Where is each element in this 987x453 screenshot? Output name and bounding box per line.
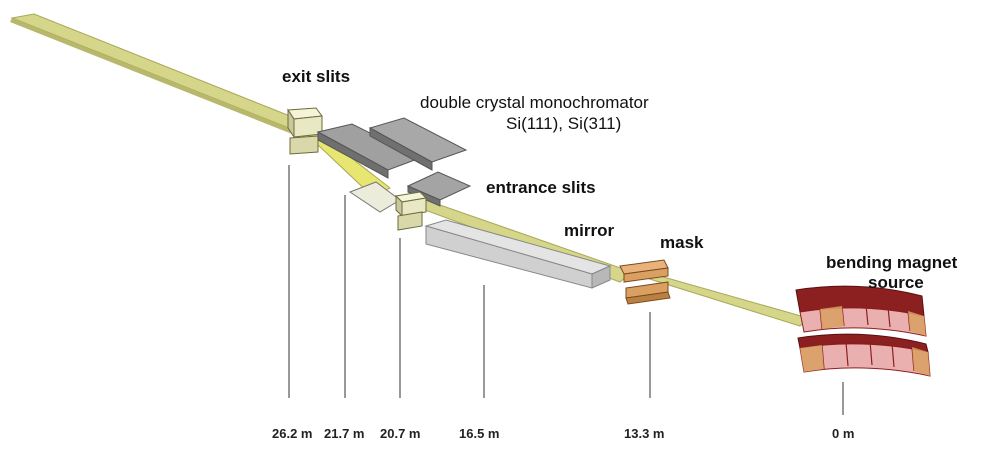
label-monochromator-2: Si(111), Si(311) — [506, 114, 621, 133]
bending-magnet-upper — [795, 285, 927, 337]
beam-upstream — [10, 13, 301, 131]
entrance-slits — [394, 191, 428, 231]
label-monochromator-1: double crystal monochromator — [420, 93, 649, 112]
label-entrance-slits: entrance slits — [486, 178, 596, 197]
label-mask: mask — [660, 233, 704, 252]
mono-base — [348, 181, 401, 213]
label-mirror: mirror — [564, 221, 614, 240]
label-exit-slits: exit slits — [282, 67, 350, 86]
bending-magnet-lower — [797, 333, 931, 377]
distance-mirror: 16.5 m — [459, 426, 499, 441]
mono-crystal-2 — [368, 117, 468, 171]
mask — [619, 259, 671, 305]
distance-entrance-slits: 20.7 m — [380, 426, 420, 441]
distance-monochromator: 21.7 m — [324, 426, 364, 441]
label-source-1: bending magnet — [826, 253, 958, 272]
distance-exit-slits: 26.2 m — [272, 426, 312, 441]
exit-slits — [287, 107, 323, 155]
distance-mask: 13.3 m — [624, 426, 664, 441]
label-source-2: source — [868, 273, 924, 292]
mirror — [424, 219, 612, 289]
distance-source: 0 m — [832, 426, 854, 441]
